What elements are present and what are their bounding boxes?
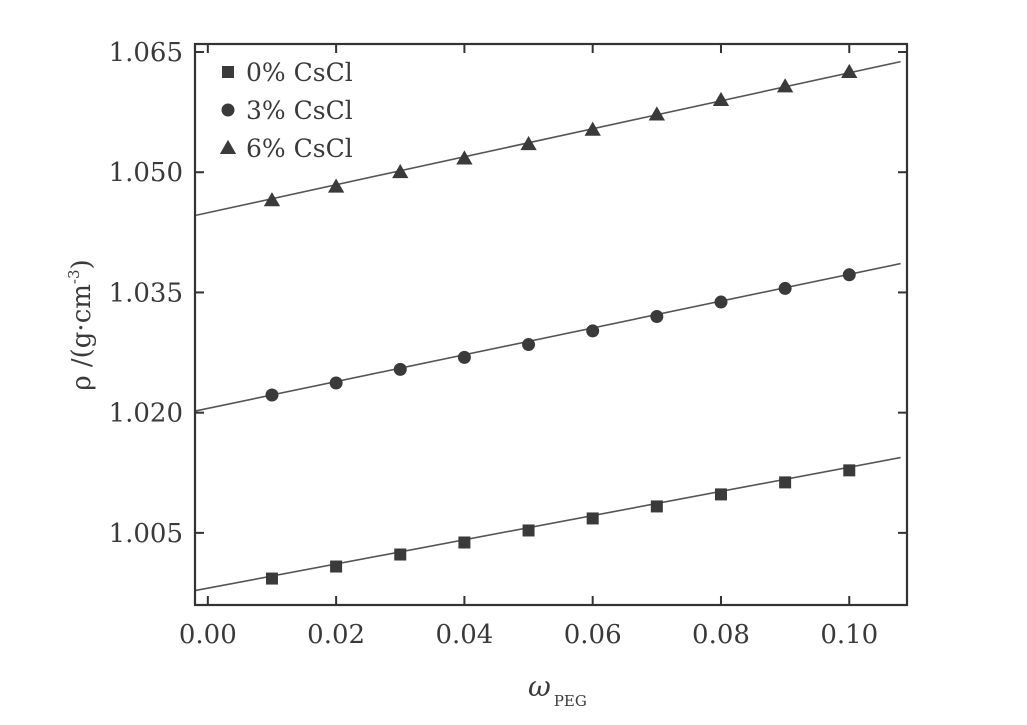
data-point-triangle: [263, 192, 281, 207]
data-point-triangle: [520, 135, 537, 151]
data-point-circle: [842, 268, 856, 282]
data-point-square: [458, 536, 471, 549]
fit-line-circle: [194, 262, 901, 412]
plot-frame: [193, 42, 909, 607]
legend-label: 6% CsCl: [246, 134, 353, 163]
x-axis-label: ω PEG: [528, 670, 587, 710]
x-tick-label: 0.02: [307, 620, 365, 650]
data-point-triangle: [327, 178, 345, 193]
data-point-triangle: [456, 150, 473, 165]
data-markers: [263, 63, 858, 585]
x-tick-label: 0.06: [564, 620, 622, 650]
x-axis-label-main: ω: [528, 670, 551, 703]
legend-label: 3% CsCl: [246, 96, 353, 125]
y-tick-label: 1.065: [109, 38, 183, 68]
y-axis-label-superscript: -3: [65, 269, 83, 284]
y-axis-label: ρ /(g·cm-3): [65, 259, 97, 390]
data-point-square: [522, 524, 535, 537]
y-tick-label: 1.050: [109, 158, 183, 188]
data-point-circle: [586, 324, 600, 338]
data-point-square: [394, 548, 407, 561]
data-point-circle: [522, 338, 536, 352]
legend-marker-square: [222, 66, 234, 78]
data-point-square: [586, 512, 599, 525]
y-axis-label-close: ): [67, 259, 97, 269]
x-tick-label: 0.00: [179, 620, 237, 650]
data-point-triangle: [392, 164, 409, 179]
data-point-circle: [457, 350, 471, 364]
x-tick-label: 0.08: [692, 620, 750, 650]
legend-marker-triangle: [219, 139, 237, 154]
y-axis-label-main: ρ /(g·cm: [67, 284, 97, 391]
legend-marker-circle: [221, 103, 235, 117]
data-point-circle: [329, 376, 343, 390]
y-tick-label: 1.005: [109, 519, 183, 549]
data-point-square: [330, 560, 343, 573]
legend-label: 0% CsCl: [246, 58, 353, 87]
data-point-square: [779, 476, 792, 489]
x-axis-label-subscript: PEG: [554, 692, 587, 710]
data-point-triangle: [584, 121, 601, 136]
data-point-circle: [714, 295, 728, 309]
y-tick-label: 1.020: [109, 399, 183, 429]
legend: 0% CsCl 3% CsCl 6% CsCl: [219, 58, 353, 163]
data-point-triangle: [712, 91, 730, 107]
data-point-square: [650, 500, 663, 513]
data-point-triangle: [841, 63, 858, 78]
fit-line-square: [194, 456, 901, 592]
x-tick-label: 0.04: [435, 620, 493, 650]
axis-ticks: 0.00 0.02 0.04 0.06 0.08 0.10 1.005 1.020 1.035 1…: [109, 38, 907, 650]
y-tick-label: 1.035: [109, 278, 183, 308]
data-point-circle: [778, 281, 792, 295]
data-point-circle: [393, 362, 407, 376]
data-point-square: [714, 488, 727, 501]
data-point-square: [265, 572, 278, 585]
data-point-triangle: [776, 78, 794, 93]
data-point-circle: [265, 388, 279, 402]
data-point-triangle: [648, 106, 665, 121]
x-tick-label: 0.10: [820, 620, 878, 650]
data-point-square: [843, 464, 856, 477]
data-point-circle: [650, 309, 664, 323]
